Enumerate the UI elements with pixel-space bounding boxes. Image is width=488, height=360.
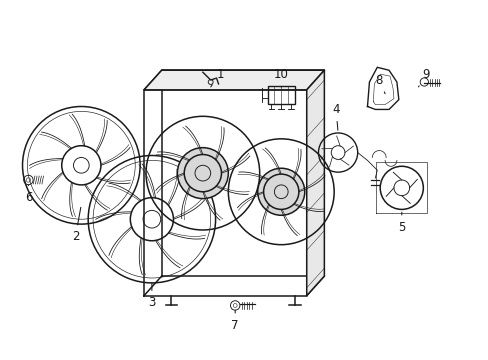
Text: 7: 7	[231, 310, 239, 332]
Text: 2: 2	[72, 207, 81, 243]
Polygon shape	[306, 70, 324, 296]
Circle shape	[257, 168, 304, 215]
Text: 5: 5	[397, 212, 405, 234]
Text: 10: 10	[273, 68, 288, 87]
Text: 4: 4	[332, 103, 339, 130]
Text: 1: 1	[210, 68, 224, 87]
Circle shape	[177, 148, 228, 199]
Text: 3: 3	[148, 283, 155, 309]
Text: 8: 8	[375, 73, 385, 94]
Text: 9: 9	[418, 68, 429, 87]
Polygon shape	[144, 70, 324, 90]
Bar	[267, 86, 294, 104]
Text: 6: 6	[24, 185, 32, 204]
